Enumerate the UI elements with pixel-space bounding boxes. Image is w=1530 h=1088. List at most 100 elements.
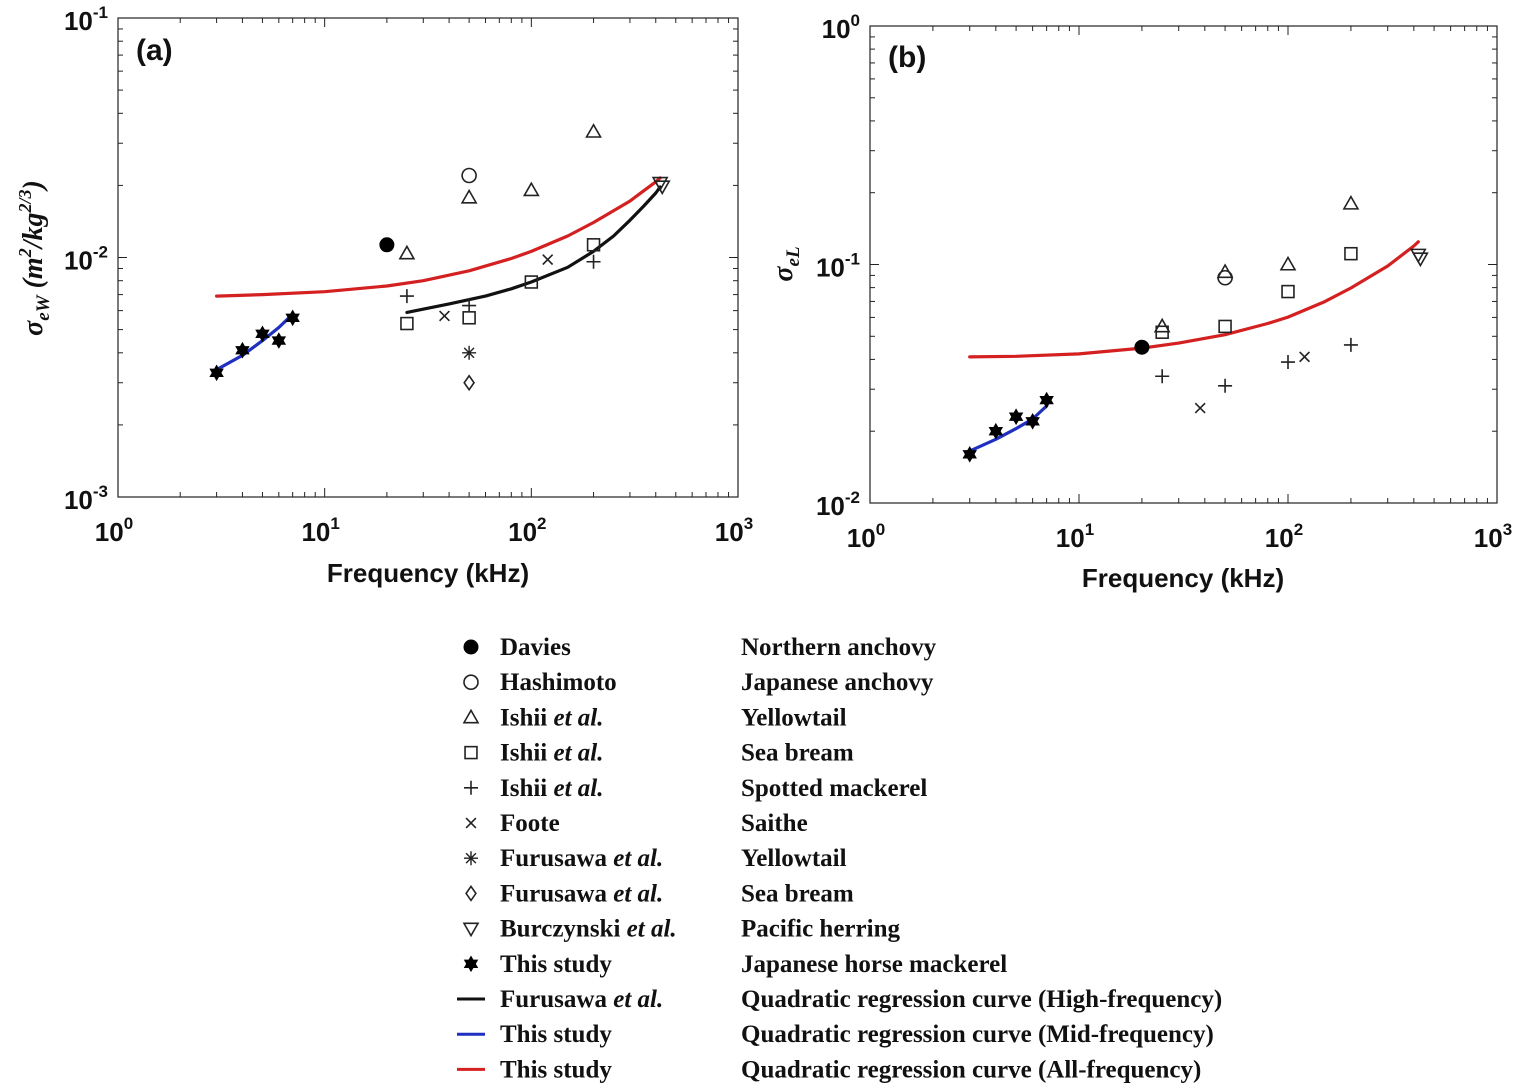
x-axis-label: Frequency (kHz)	[1082, 563, 1284, 593]
legend-species: Sea bream	[741, 740, 854, 767]
legend-marker-triangle-up	[462, 708, 480, 724]
data-point-plus	[1343, 337, 1358, 352]
data-point-square	[462, 311, 476, 325]
legend-author: Ishii et al.	[500, 740, 604, 767]
x-tick-label: 102	[1265, 520, 1303, 553]
data-point-triangle-up	[1342, 195, 1360, 210]
x-tick-base: 10	[847, 523, 876, 553]
data-series	[651, 176, 671, 196]
legend-author-name: Davies	[500, 634, 571, 661]
legend-marker-circle	[463, 674, 479, 691]
plot-area-frame	[869, 25, 1498, 504]
x-tick-exp: 1	[330, 514, 339, 533]
data-point-hexagram	[285, 309, 300, 327]
data-point-triangle-up	[460, 188, 478, 204]
legend-author-name: Furusawa	[500, 880, 607, 907]
axis-ticks	[117, 18, 738, 498]
legend-marker-square	[464, 745, 478, 760]
legend-author-name: Ishii	[500, 740, 547, 767]
data-point-hexagram	[1039, 391, 1054, 409]
legend-author-etal: et al.	[607, 880, 663, 907]
data-point-triangle-up	[1279, 255, 1297, 271]
x-tick-exp: 1	[1085, 520, 1094, 539]
legend-marker-triangle-down	[462, 922, 480, 938]
legend-author-name: Hashimoto	[500, 669, 617, 696]
x-tick-base: 10	[95, 517, 124, 547]
y-tick-exp: -1	[93, 3, 108, 22]
legend-marker-x	[465, 817, 477, 829]
panel-label: (b)	[888, 41, 926, 74]
legend-species: Quadratic regression curve (All-frequenc…	[741, 1056, 1201, 1083]
data-point-x	[439, 310, 450, 322]
data-series	[1155, 246, 1358, 339]
hexagram-part	[271, 336, 287, 349]
y-label-symbol: σ	[768, 266, 799, 282]
legend-species: Quadratic regression curve (High-frequen…	[741, 986, 1222, 1013]
legend-author: Burczynski et al.	[500, 916, 677, 943]
y-tick-label: 100	[822, 11, 860, 44]
legend-row: Davies Northern anchovy	[463, 634, 937, 661]
legend-author: Hashimoto	[500, 669, 617, 696]
data-point-square	[1155, 325, 1169, 339]
legend-marker-diamond	[465, 885, 477, 902]
x-tick-base: 10	[1265, 523, 1294, 553]
legend-row: Furusawa et al. Yellowtail	[464, 845, 847, 872]
x-tick-label: 101	[301, 514, 339, 547]
y-axis-label: σeW (m2/kg2/3)	[15, 180, 54, 336]
data-series	[1155, 337, 1358, 393]
hexagram-part	[255, 329, 270, 343]
x-tick-exp: 2	[1294, 520, 1303, 539]
legend-author: Furusawa et al.	[500, 986, 663, 1013]
data-point-hexagram	[209, 364, 224, 382]
x-tick-exp: 2	[537, 514, 546, 533]
x-tick-label: 102	[508, 514, 546, 547]
regression-curve	[215, 176, 662, 298]
hexagram-part	[235, 346, 250, 359]
data-point-square	[586, 238, 601, 252]
x-tick-base: 10	[301, 517, 330, 547]
y-tick-label: 10-2	[816, 488, 860, 521]
legend-row: Furusawa et al. Sea bream	[465, 880, 854, 907]
data-series	[1134, 339, 1150, 355]
hexagram-part	[1025, 417, 1040, 430]
x-tick-base: 10	[1474, 523, 1503, 553]
plot-area-frame	[117, 17, 739, 498]
data-point-filled-circle	[1134, 339, 1150, 355]
legend-species: Japanese anchovy	[741, 669, 934, 696]
axis-ticks	[869, 26, 1497, 504]
data-point-plus	[1281, 355, 1295, 370]
data-point-square	[524, 275, 539, 289]
data-point-hexagram	[962, 445, 977, 463]
legend-author: This study	[500, 1056, 612, 1083]
legend-author-etal: et al.	[607, 845, 663, 872]
x-tick-label: 103	[715, 514, 753, 547]
legend-species: Quadratic regression curve (Mid-frequenc…	[741, 1021, 1214, 1048]
data-point-square	[1281, 284, 1295, 299]
legend-author-name: Foote	[500, 810, 560, 837]
data-point-plus	[399, 289, 414, 304]
data-point-hexagram	[235, 341, 250, 359]
data-point-triangle-down	[653, 180, 671, 196]
legend-row: Furusawa et al. Quadratic regression curv…	[457, 986, 1222, 1013]
data-point-hexagram	[271, 332, 287, 349]
data-series	[209, 309, 300, 382]
data-point-triangle-up	[398, 244, 416, 260]
data-point-plus	[586, 254, 601, 269]
data-point-filled-circle	[379, 237, 395, 253]
data-point-circle	[461, 167, 477, 184]
legend-row: This study Quadratic regression curve (Al…	[457, 1056, 1201, 1083]
y-tick-exp: -3	[93, 482, 108, 501]
legend-author-etal: et al.	[620, 916, 676, 943]
y-tick-base: 10	[64, 6, 93, 36]
x-tick-base: 10	[508, 517, 537, 547]
y-tick-label: 10-1	[816, 250, 860, 283]
data-point-x	[1194, 402, 1206, 414]
y-tick-base: 10	[816, 491, 845, 521]
data-point-square	[1218, 319, 1232, 334]
regression-curve	[968, 240, 1420, 359]
data-point-hexagram	[1025, 412, 1040, 430]
y-axis-label: σeL	[768, 246, 804, 281]
